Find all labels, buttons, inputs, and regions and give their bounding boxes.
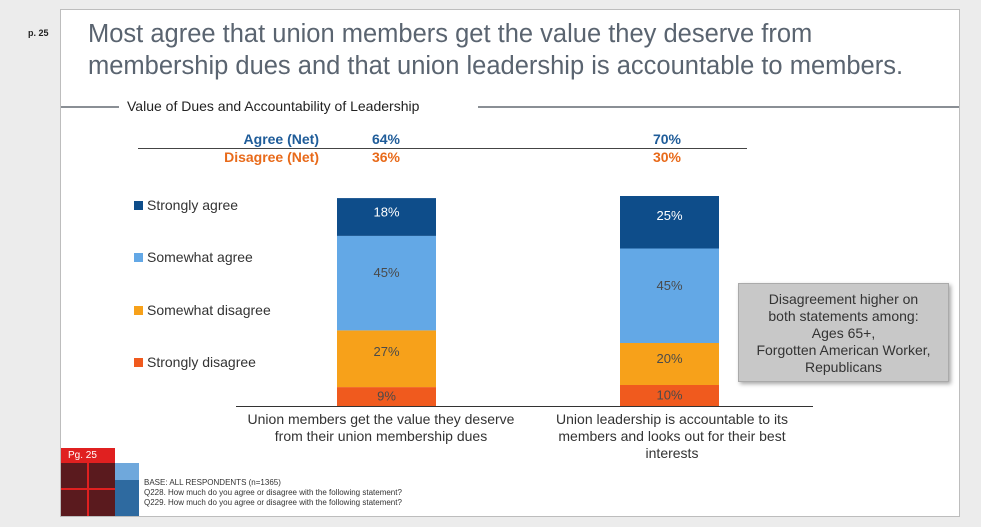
callout-line-3: Ages 65+,: [811, 325, 876, 341]
disagree-net-value-2: 30%: [652, 149, 682, 165]
legend-swatch-somewhat-agree: [134, 252, 143, 262]
data-label-strongly-agree-2: 25%: [656, 208, 682, 223]
bar-segment-somewhat-disagree-1: [337, 330, 436, 388]
footer-base: BASE: ALL RESPONDENTS (n=1365): [144, 478, 281, 487]
bar-segment-strongly-disagree-1: [337, 387, 436, 406]
data-label-somewhat-agree-1: 45%: [373, 265, 399, 280]
category-label-1-line-2: from their union membership dues: [274, 428, 488, 444]
legend-somewhat-disagree: Somewhat disagree: [134, 302, 271, 318]
callout-line-1: Disagreement higher on: [768, 291, 919, 307]
agree-net-label: Agree (Net): [243, 131, 319, 147]
chart-baseline: [236, 406, 813, 407]
footer-q229: Q229. How much do you agree or disagree …: [144, 498, 402, 507]
footer-q228: Q228. How much do you agree or disagree …: [144, 488, 402, 497]
corner-decoration-light: [115, 463, 139, 480]
slide-title: Most agree that union members get the va…: [88, 20, 904, 80]
legend-swatch-strongly-agree: [134, 200, 143, 210]
callout-box: Disagreement higher on both statements a…: [738, 283, 949, 382]
agree-net-value-2: 70%: [652, 131, 682, 147]
category-label-1-line-1: Union members get the value they deserve: [247, 411, 515, 427]
agree-net-value-1: 64%: [371, 131, 401, 147]
data-label-somewhat-disagree-1: 27%: [373, 344, 399, 359]
legend-swatch-somewhat-disagree: [134, 305, 143, 315]
data-label-strongly-disagree-2: 10%: [656, 388, 682, 403]
legend-strongly-disagree: Strongly disagree: [134, 354, 256, 370]
category-label-2-line-2: members and looks out for their best: [558, 428, 786, 444]
legend-strongly-agree: Strongly agree: [134, 197, 238, 213]
legend-label-somewhat-agree: Somewhat agree: [147, 249, 253, 265]
bar-segment-somewhat-disagree-2: [620, 343, 719, 385]
data-label-somewhat-agree-2: 45%: [656, 278, 682, 293]
category-label-2: Union leadership is accountable to its m…: [532, 411, 812, 462]
corner-decoration-mid: [115, 480, 139, 516]
category-label-2-line-1: Union leadership is accountable to its: [556, 411, 788, 427]
slide: Most agree that union members get the va…: [60, 9, 960, 517]
corner-decoration-line-v: [87, 463, 89, 516]
page-badge: Pg. 25: [61, 448, 115, 463]
disagree-net-label: Disagree (Net): [224, 149, 319, 165]
disagree-net-value-1: 36%: [371, 149, 401, 165]
net-divider: [138, 148, 747, 149]
legend-swatch-strongly-disagree: [134, 357, 143, 367]
data-label-somewhat-disagree-2: 20%: [656, 351, 682, 366]
chart-subtitle: Value of Dues and Accountability of Lead…: [124, 98, 423, 114]
legend-somewhat-agree: Somewhat agree: [134, 249, 253, 265]
legend-label-somewhat-disagree: Somewhat disagree: [147, 302, 271, 318]
category-label-2-line-3: interests: [645, 445, 699, 461]
subtitle-rule-left: [61, 106, 119, 108]
category-label-1: Union members get the value they deserve…: [216, 411, 546, 445]
bar-segment-strongly-disagree-2: [620, 385, 719, 406]
bar-segment-somewhat-agree-2: [620, 248, 719, 343]
page-label: p. 25: [28, 28, 49, 38]
bar-segment-strongly-agree-1: [337, 198, 436, 236]
stacked-bar-chart: 9% 27% 45% 18% 10% 20% 45% 25%: [337, 196, 719, 406]
bar-segment-strongly-agree-2: [620, 196, 719, 249]
legend-label-strongly-disagree: Strongly disagree: [147, 354, 256, 370]
subtitle-rule-right: [478, 106, 959, 108]
callout-line-2: both statements among:: [768, 308, 919, 324]
data-label-strongly-agree-1: 18%: [373, 204, 399, 219]
legend-label-strongly-agree: Strongly agree: [147, 197, 239, 213]
footer-notes: BASE: ALL RESPONDENTS (n=1365) Q228. How…: [144, 478, 402, 508]
bar-segment-somewhat-agree-1: [337, 235, 436, 331]
callout-line-4: Forgotten American Worker,: [756, 342, 931, 358]
callout-line-5: Republicans: [804, 359, 883, 375]
data-label-strongly-disagree-1: 9%: [377, 389, 396, 404]
